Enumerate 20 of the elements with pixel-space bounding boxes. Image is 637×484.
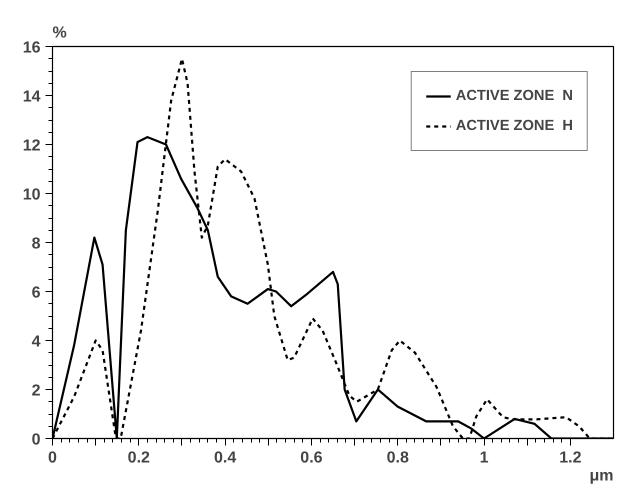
y-tick-label: 14 [22,88,41,106]
x-tick-label: 0.2 [128,450,150,466]
x-tick-label: 1.2 [559,450,582,466]
legend-label: ACTIVE ZONE H [456,118,573,134]
y-tick-label: 16 [22,40,41,56]
y-axis-title: % [52,24,67,42]
x-tick-label: 0.8 [386,450,409,466]
y-tick-label: 10 [22,186,41,204]
y-tick-label: 12 [22,138,41,154]
y-tick-label: 6 [32,284,41,302]
y-tick-label: 4 [32,334,41,350]
x-tick-label: 0.4 [214,450,236,466]
x-axis-title: μm [589,468,614,484]
x-tick-label: 0 [48,450,58,466]
legend-label: ACTIVE ZONE N [456,88,573,104]
y-tick-label: 8 [32,236,41,252]
y-tick-label: 0 [32,432,41,448]
y-tick-label: 2 [32,382,41,400]
x-tick-label: 0.6 [300,450,323,466]
x-tick-label: 1 [480,450,489,466]
